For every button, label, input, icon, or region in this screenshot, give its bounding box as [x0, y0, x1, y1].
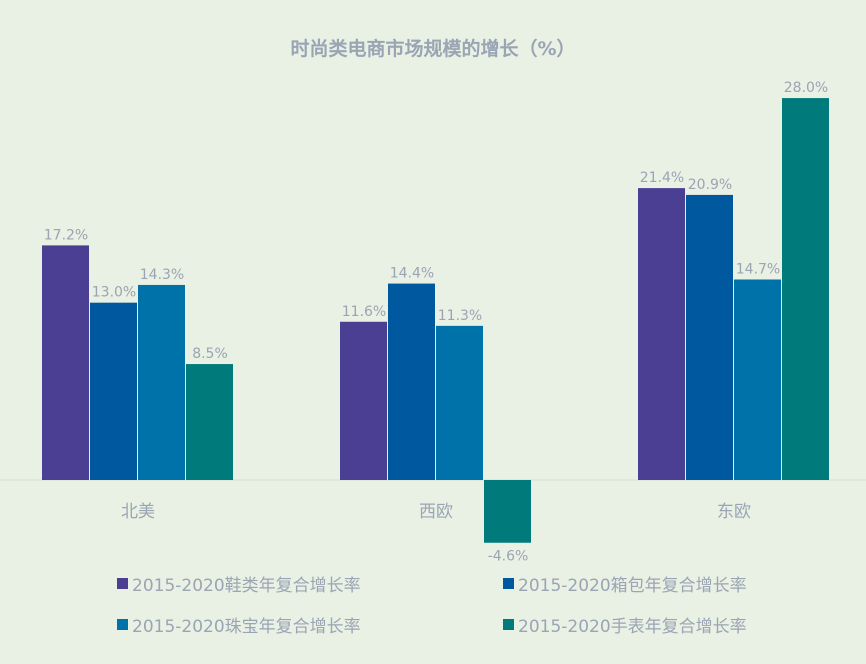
- data-label: 13.0%: [92, 285, 136, 301]
- data-label: 14.7%: [736, 261, 780, 277]
- bar: [138, 284, 185, 480]
- bar: [436, 325, 483, 480]
- legend-swatch: [117, 619, 128, 630]
- data-label: 20.9%: [688, 177, 732, 193]
- data-label: 8.5%: [192, 346, 228, 362]
- legend-swatch: [117, 578, 128, 589]
- category-label: 北美: [121, 502, 155, 522]
- legend-label: 2015-2020珠宝年复合增长率: [132, 617, 361, 637]
- data-label: 14.4%: [390, 266, 434, 282]
- legend-label: 2015-2020鞋类年复合增长率: [132, 576, 361, 596]
- bar: [484, 480, 531, 543]
- bar: [638, 188, 685, 480]
- data-label: 11.6%: [342, 304, 386, 320]
- bar: [782, 98, 829, 480]
- bar: [340, 321, 387, 480]
- bar: [388, 283, 435, 480]
- legend-label: 2015-2020箱包年复合增长率: [518, 576, 747, 596]
- chart-title: 时尚类电商市场规模的增长（%）: [290, 38, 576, 60]
- data-label: -4.6%: [488, 549, 529, 565]
- bar: [90, 302, 137, 480]
- legend-item-bags: 2015-2020箱包年复合增长率: [503, 571, 747, 596]
- data-label: 11.3%: [438, 308, 482, 324]
- bar: [186, 364, 233, 480]
- legend-swatch: [503, 619, 514, 630]
- legend-swatch: [503, 578, 514, 589]
- legend-item-jewelry: 2015-2020珠宝年复合增长率: [117, 612, 361, 637]
- bar: [42, 245, 89, 480]
- data-label: 21.4%: [640, 170, 684, 186]
- legend-item-footwear: 2015-2020鞋类年复合增长率: [117, 571, 361, 596]
- category-label: 西欧: [419, 502, 453, 522]
- bar: [734, 279, 781, 480]
- data-label: 14.3%: [140, 267, 184, 283]
- data-label: 28.0%: [784, 80, 828, 96]
- category-label: 东欧: [717, 502, 751, 522]
- bar: [686, 194, 733, 480]
- legend-item-watches: 2015-2020手表年复合增长率: [503, 612, 747, 637]
- data-label: 17.2%: [44, 227, 88, 243]
- legend-label: 2015-2020手表年复合增长率: [518, 617, 747, 637]
